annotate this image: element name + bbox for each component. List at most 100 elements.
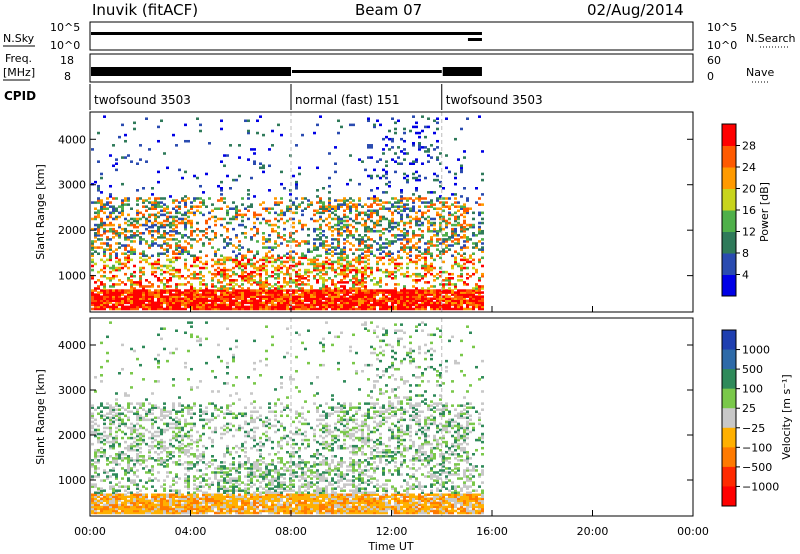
velocity-cell-965 [187,321,190,324]
power-cell-1012 [193,293,196,296]
power-cell-3135 [409,254,412,258]
power-cell-3010 [397,199,400,202]
power-cell-479 [139,291,142,294]
power-cell-41 [94,240,97,243]
velocity-cell-911 [184,467,187,470]
power-cell-371 [127,258,130,262]
power-cell-296 [118,215,121,219]
power-cell-2463 [346,207,349,210]
power-cell-779 [169,289,172,292]
power-cell-3096 [406,291,409,294]
power-cell-3668 [457,201,460,204]
power-cell-3559 [448,299,451,303]
power-cell-2176 [322,283,325,286]
power-cell-3619 [454,262,457,266]
velocity-cell-766 [169,493,172,497]
velocity-cell-41 [94,475,97,478]
velocity-cell-228 [112,436,115,440]
power-cell-893 [181,307,184,311]
power-cell-2803 [379,279,382,282]
power-cell-293 [118,232,121,235]
power-cell-1033 [196,307,199,311]
power-cell-2960 [394,289,397,292]
power-cell-307 [121,291,124,294]
power-cell-3515 [442,219,445,223]
velocity-cell-772 [169,450,172,454]
power-cell-1763 [277,277,280,280]
velocity-cell-422 [133,499,136,503]
power-cell-2822 [379,199,382,202]
power-cell-1286 [226,303,229,307]
power-cell-2424 [343,229,346,233]
power-cell-993 [190,238,193,241]
power-cell-2783 [376,213,379,217]
power-cell-735 [163,207,166,210]
velocity-cell-828 [175,446,178,450]
power-cell-626 [154,270,157,274]
power-cell-2202 [325,303,328,307]
power-cell-3314 [424,248,427,251]
power-cell-2055 [310,295,313,298]
power-cell-212 [112,307,115,311]
power-cell-1608 [259,166,262,170]
velocity-cell-938 [187,487,190,490]
power-cell-366 [127,289,130,292]
power-cell-2611 [361,277,364,280]
power-cell-2406 [343,287,346,290]
velocity-cell-564 [148,507,151,511]
power-cell-3502 [442,285,445,288]
power-cell-1157 [211,291,214,294]
power-cell-571 [148,256,151,260]
power-cell-545 [145,254,148,258]
power-cell-2727 [370,209,373,213]
power-cell-3843 [478,232,481,235]
power-cell-1668 [265,221,268,225]
velocity-cell-823 [175,481,178,484]
velocity-cell-700 [160,327,163,330]
velocity-cell-185 [109,446,112,450]
power-cell-2659 [364,223,367,227]
power-cell-2428 [343,215,346,219]
power-cell-13 [91,260,94,264]
power-cell-2334 [337,281,340,284]
velocity-cell-472 [136,428,139,432]
velocity-cell-354 [127,505,130,509]
power-cell-3462 [439,299,442,303]
power-cell-1885 [289,207,292,210]
velocity-cell-653 [157,459,160,462]
power-cell-3006 [397,211,400,215]
power-cell-2895 [388,270,391,274]
power-cell-1951 [298,303,301,307]
power-cell-3588 [451,291,454,294]
velocity-cell-871 [178,404,181,407]
power-cell-1153 [211,299,214,303]
power-cell-2992 [397,293,400,296]
power-cell-3342 [427,246,430,249]
power-cell-1494 [247,197,250,200]
power-cell-2211 [325,279,328,282]
power-cell-3063 [403,272,406,276]
power-cell-397 [130,285,133,288]
power-cell-938 [184,223,187,227]
velocity-cell-1015 [193,455,196,458]
power-cell-3813 [475,289,478,292]
power-cell-758 [166,244,169,247]
power-cell-2380 [340,256,343,260]
power-cell-1352 [232,260,235,264]
power-cell-1448 [244,307,247,311]
power-cell-681 [160,305,163,309]
velocity-cell-936 [187,493,190,497]
velocity-cell-145 [106,503,109,507]
power-cell-2273 [331,281,334,284]
velocity-cell-0 [91,511,94,515]
power-cell-2927 [391,277,394,280]
power-cell-2511 [352,283,355,286]
power-cell-152 [106,305,109,309]
power-cell-875 [178,277,181,280]
velocity-cell-647 [157,497,160,501]
power-cell-2365 [340,301,343,305]
power-cell-1134 [208,305,211,309]
velocity-cell-870 [178,410,181,413]
power-cell-326 [121,123,124,127]
